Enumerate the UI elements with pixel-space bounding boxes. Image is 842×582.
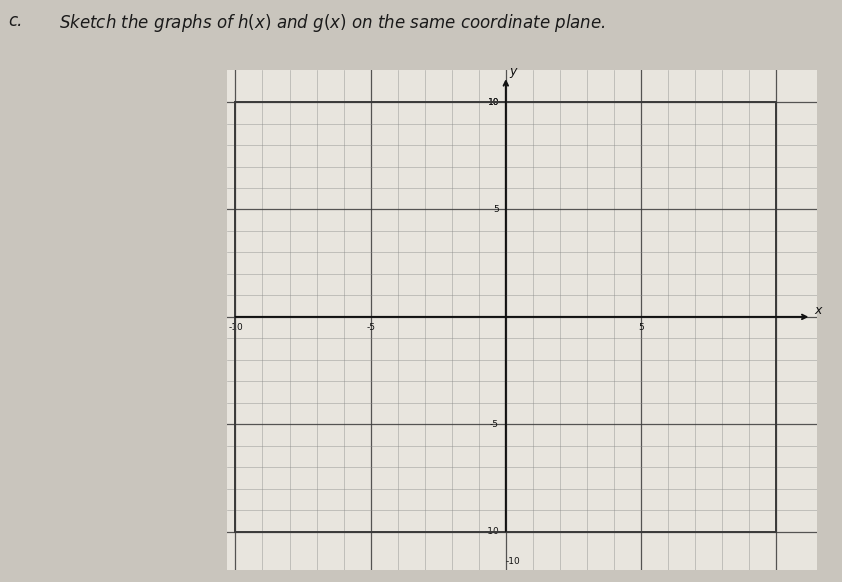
Text: y: y: [509, 65, 516, 79]
Text: -10: -10: [505, 558, 520, 566]
Bar: [236, 102, 776, 532]
Text: -10: -10: [228, 324, 242, 332]
Text: -5: -5: [366, 324, 376, 332]
Text: 5: 5: [638, 324, 644, 332]
Text: -10: -10: [484, 527, 499, 536]
Text: x: x: [814, 304, 822, 317]
Text: 5: 5: [493, 205, 499, 214]
Text: Sketch the graphs of $h(x)$ and $g(x)$ on the same coordinate plane.: Sketch the graphs of $h(x)$ and $g(x)$ o…: [59, 12, 605, 34]
Text: c.: c.: [8, 12, 23, 30]
Text: 10: 10: [488, 98, 499, 107]
Text: 10: 10: [488, 98, 499, 107]
Text: -5: -5: [490, 420, 499, 429]
